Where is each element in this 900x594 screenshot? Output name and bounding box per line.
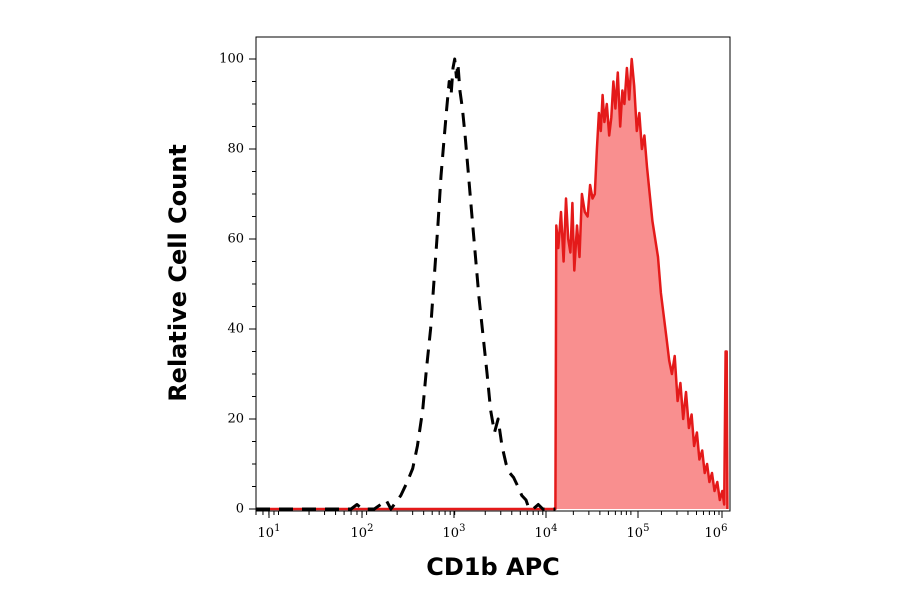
x-tick-4: 104: [535, 511, 558, 541]
y-tick-label-80: 80: [227, 142, 244, 157]
x-tick-label-5: 105: [627, 523, 650, 541]
x-tick-2: 102: [351, 511, 374, 541]
y-axis: 0 20 40 60 80 100: [219, 52, 256, 517]
x-tick-exp-2: 2: [367, 523, 373, 534]
x-tick-exp-5: 5: [643, 523, 649, 534]
y-tick-20: 20: [227, 412, 256, 427]
y-tick-0: 0: [236, 502, 256, 517]
series-black-dashed-line: [256, 57, 556, 511]
y-tick-label-40: 40: [227, 322, 244, 337]
x-tick-label-3: 103: [443, 523, 466, 541]
x-tick-exp-3: 3: [459, 523, 465, 534]
x-tick-5: 105: [627, 511, 650, 541]
x-tick-3: 103: [443, 511, 466, 541]
x-tick-base-5: 10: [627, 526, 644, 541]
series-red-line: [256, 57, 729, 511]
y-minor-ticks: [252, 81, 256, 487]
y-tick-label-60: 60: [227, 232, 244, 247]
x-axis-title: CD1b APC: [426, 553, 560, 581]
x-tick-base-3: 10: [443, 526, 460, 541]
x-tick-label-2: 102: [351, 523, 374, 541]
y-tick-label-100: 100: [219, 52, 244, 67]
series-red-fill: [256, 59, 728, 509]
y-tick-100: 100: [219, 52, 256, 67]
x-tick-exp-4: 4: [551, 523, 557, 534]
x-tick-label-4: 104: [535, 523, 558, 541]
plot-frame: [255, 36, 731, 512]
x-tick-label-6: 106: [705, 523, 728, 541]
x-tick-exp-1: 1: [274, 523, 280, 534]
x-tick-6: 106: [705, 511, 728, 541]
plot-area: [255, 36, 731, 512]
y-tick-40: 40: [227, 322, 256, 337]
x-axis: 101 102 103 104 105 106: [255, 511, 728, 541]
x-tick-1: 101: [258, 511, 281, 541]
x-tick-base-1: 10: [258, 526, 275, 541]
y-tick-label-0: 0: [236, 502, 244, 517]
x-tick-base-6: 10: [705, 526, 722, 541]
y-tick-60: 60: [227, 232, 256, 247]
x-tick-base-2: 10: [351, 526, 368, 541]
y-tick-80: 80: [227, 142, 256, 157]
x-tick-base-4: 10: [535, 526, 552, 541]
y-axis-title: Relative Cell Count: [164, 144, 192, 402]
x-tick-exp-6: 6: [721, 523, 727, 534]
x-tick-label-1: 101: [258, 523, 281, 541]
x-minor-ticks: [255, 511, 720, 515]
y-tick-label-20: 20: [227, 412, 244, 427]
